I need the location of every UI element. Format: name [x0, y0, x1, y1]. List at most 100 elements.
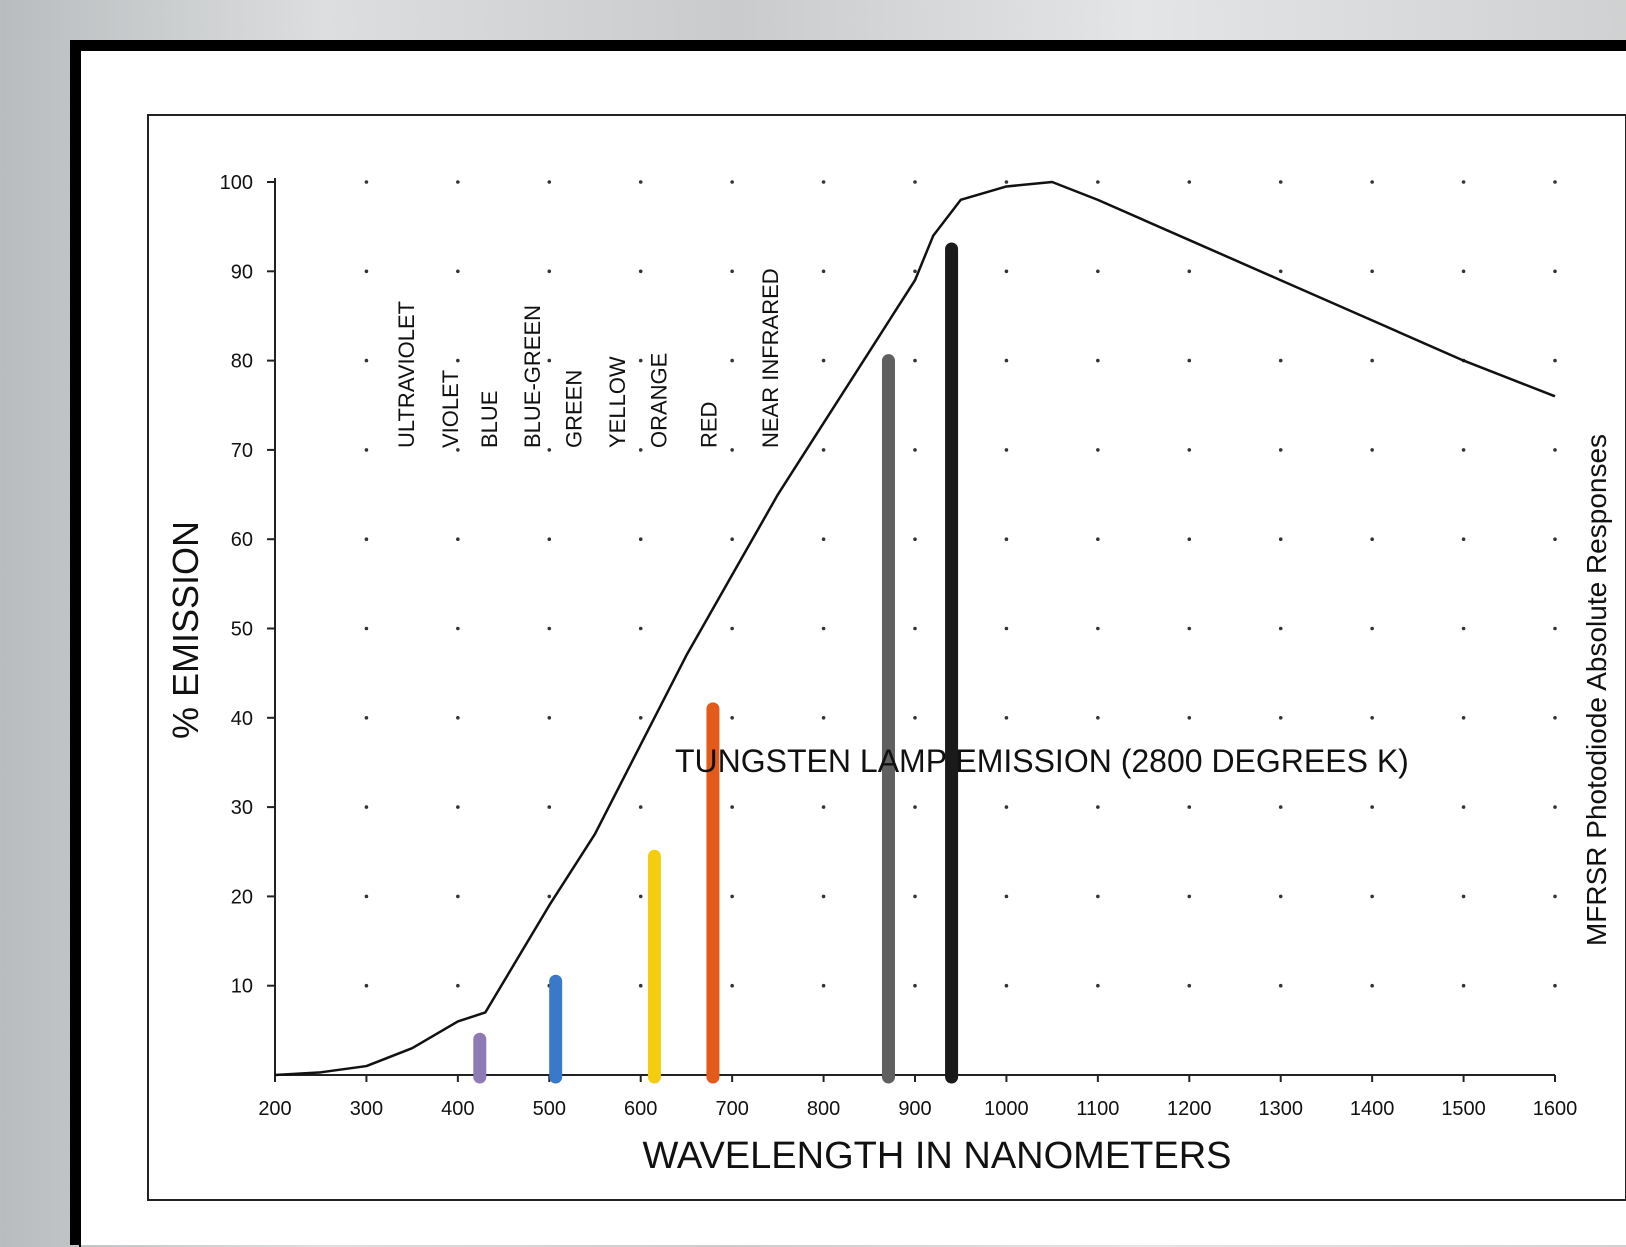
- grid-dot: [821, 894, 826, 899]
- grid-dot: [1370, 358, 1374, 363]
- grid-dot: [638, 716, 643, 720]
- y-tick-label: 40: [231, 708, 253, 730]
- grid-dot: [913, 716, 917, 720]
- grid-dot: [1096, 626, 1100, 631]
- grid-dot: [913, 805, 917, 809]
- grid-dot: [913, 537, 917, 541]
- grid-dot: [821, 537, 826, 541]
- grid-dot: [1187, 180, 1192, 184]
- grid-dot: [547, 805, 552, 809]
- grid-dot: [364, 537, 369, 541]
- band-label: GREEN: [561, 370, 586, 448]
- grid-dot: [1096, 448, 1100, 452]
- grid-dot: [364, 716, 369, 720]
- x-axis-label: WAVELENGTH IN NANOMETERS: [642, 1135, 1231, 1177]
- band-label: BLUE: [477, 391, 502, 448]
- grid-dot: [821, 358, 826, 363]
- grid-dot: [1278, 716, 1283, 720]
- y-axis-label: % EMISSION: [165, 521, 206, 739]
- grid-dot: [1461, 716, 1466, 720]
- x-tick-label: 1100: [1076, 1098, 1119, 1120]
- x-tick-label: 700: [715, 1098, 748, 1120]
- grid-dot: [1004, 448, 1009, 452]
- grid-dot: [1278, 448, 1283, 452]
- grid-dot: [913, 269, 917, 274]
- grid-dot: [821, 983, 826, 988]
- grid-dot: [1278, 894, 1283, 899]
- y-tick-label: 80: [231, 351, 253, 373]
- x-tick-label: 1500: [1441, 1098, 1486, 1120]
- y-tick-label: 90: [231, 261, 253, 283]
- grid-dot: [547, 448, 552, 452]
- grid-dot: [1553, 448, 1557, 452]
- grid-dot: [821, 180, 826, 184]
- series-label: TUNGSTEN LAMP EMISSION (2800 DEGREES K): [675, 743, 1409, 779]
- grid-dot: [638, 448, 643, 452]
- grid-dot: [730, 180, 734, 184]
- grid-dot: [547, 626, 552, 631]
- grid-dot: [1278, 358, 1283, 363]
- grid-dot: [456, 894, 460, 899]
- grid-dot: [456, 805, 460, 809]
- grid-dot: [1370, 894, 1374, 899]
- grid-dot: [1004, 537, 1009, 541]
- band-label: YELLOW: [605, 356, 630, 448]
- grid-dot: [364, 805, 369, 809]
- grid-dot: [730, 805, 734, 809]
- band-label: ORANGE: [646, 353, 671, 448]
- grid-dot: [730, 716, 734, 720]
- y-tick-label: 10: [231, 976, 253, 998]
- grid-dot: [1278, 626, 1283, 631]
- grid-dot: [1096, 894, 1100, 899]
- grid-dot: [547, 716, 552, 720]
- grid-dot: [821, 626, 826, 631]
- grid-dot: [821, 269, 826, 274]
- frame-mat: [81, 51, 1626, 1245]
- grid-dot: [913, 448, 917, 452]
- grid-dot: [1461, 180, 1466, 184]
- x-tick-label: 200: [258, 1098, 291, 1120]
- band-labels: ULTRAVIOLET VIOLET BLUE BLUE-GREEN GREEN YELL…: [394, 268, 783, 448]
- grid-dot: [1553, 358, 1557, 363]
- grid-dot: [1553, 983, 1557, 988]
- grid-dot: [1278, 180, 1283, 184]
- grid-dot: [1187, 805, 1192, 809]
- grid-dot: [364, 983, 369, 988]
- grid-dot: [730, 626, 734, 631]
- x-tick-label: 1600: [1533, 1098, 1578, 1120]
- grid-dot: [1004, 358, 1009, 363]
- grid-dot: [730, 269, 734, 274]
- grid-dot: [1004, 716, 1009, 720]
- grid-dot: [638, 269, 643, 274]
- grid-dot: [1187, 983, 1192, 988]
- grid-dot: [547, 358, 552, 363]
- grid-dot: [364, 894, 369, 899]
- grid-dot: [456, 626, 460, 631]
- x-tick-label: 900: [898, 1098, 931, 1120]
- grid-dot: [1461, 537, 1466, 541]
- grid-dot: [913, 358, 917, 363]
- grid-dot: [456, 358, 460, 363]
- grid-dot: [913, 983, 917, 988]
- grid-dot: [1461, 626, 1466, 631]
- grid-dot: [1553, 716, 1557, 720]
- grid-dot: [1096, 269, 1100, 274]
- grid-dot: [1096, 805, 1100, 809]
- grid-dot: [913, 894, 917, 899]
- grid-dot: [456, 180, 460, 184]
- grid-dot: [1370, 448, 1374, 452]
- grid-dot: [638, 180, 643, 184]
- axes: 200 300 400 500 600 700 800 900 1000 1100 1200 1300…: [220, 172, 1578, 1120]
- grid-dot: [1553, 269, 1557, 274]
- grid-dot: [1004, 180, 1009, 184]
- grid-dot: [456, 983, 460, 988]
- grid-dot: [638, 537, 643, 541]
- grid-dot: [1187, 716, 1192, 720]
- grid-dot: [1187, 269, 1192, 274]
- grid-dot: [1004, 805, 1009, 809]
- y-tick-label: 100: [220, 172, 253, 194]
- grid-dot: [821, 716, 826, 720]
- grid-dot: [1553, 805, 1557, 809]
- grid-dot: [1278, 983, 1283, 988]
- grid-dot: [1278, 537, 1283, 541]
